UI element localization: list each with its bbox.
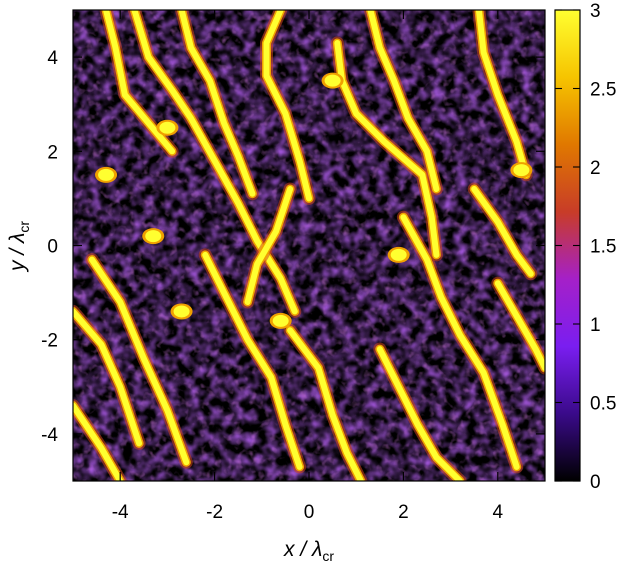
filament-core	[263, 10, 312, 202]
y-axis-label: y / λcr	[6, 221, 32, 273]
plot-area	[72, 9, 546, 482]
y-tick-label: -2	[41, 331, 58, 352]
filament-core	[73, 308, 143, 447]
heatmap-texture-warm	[73, 10, 545, 481]
filament-core	[178, 10, 256, 197]
blob-core	[145, 230, 162, 243]
filament-core	[131, 10, 298, 315]
x-tick-label: -4	[112, 502, 129, 523]
filament-core	[367, 10, 440, 192]
colorbar-tick-label: 2	[590, 158, 601, 179]
filament-core	[376, 346, 463, 481]
colorbar-tick-label: 1.5	[590, 237, 616, 258]
y-tick-label: 0	[47, 237, 58, 258]
y-tick-label: 2	[47, 142, 58, 163]
colorbar-tick-label: 2.5	[590, 80, 616, 101]
filament-core	[287, 327, 364, 481]
filament-core	[73, 402, 124, 481]
x-tick-label: -2	[206, 502, 223, 523]
blob-core	[173, 305, 190, 318]
filament-core	[244, 186, 294, 305]
blob-core	[390, 248, 407, 261]
x-tick-label: 2	[398, 502, 409, 523]
filament-core	[475, 10, 530, 178]
axis-label-main: y / λ	[6, 233, 29, 273]
blob-core	[513, 164, 530, 177]
colorbar-tick-label: 1	[590, 315, 601, 336]
blob-core	[159, 121, 176, 134]
colorbar-tick-label: 0	[590, 472, 601, 493]
x-axis: -4 -2 0 2 4	[112, 10, 504, 523]
filament-core	[88, 256, 190, 466]
filament-core	[494, 280, 545, 371]
blob-core	[324, 74, 341, 87]
heatmap-field	[73, 10, 545, 481]
filament-core	[400, 214, 520, 470]
colorbar-tick-label: 0.5	[590, 394, 616, 415]
colorbar-tick-label: 3	[590, 1, 601, 22]
x-tick-label: 0	[304, 502, 315, 523]
x-axis-label: x / λcr	[283, 538, 334, 564]
filament-core	[471, 186, 534, 277]
y-tick-label: -4	[41, 425, 58, 446]
filament-core	[202, 251, 303, 470]
axis-label-subscript: cr	[322, 548, 334, 564]
y-tick-label: 4	[47, 48, 58, 69]
colorbar: 0 0.5 1 1.5 2 2.5 3	[554, 1, 616, 493]
axis-label-main: x / λ	[283, 538, 322, 561]
filament-core	[103, 10, 176, 155]
x-tick-label: 4	[493, 502, 504, 523]
blob-core	[272, 314, 289, 327]
y-axis: -4 -2 0 2 4	[41, 48, 545, 446]
axis-label-subscript: cr	[16, 221, 32, 233]
blob-core	[98, 168, 115, 181]
